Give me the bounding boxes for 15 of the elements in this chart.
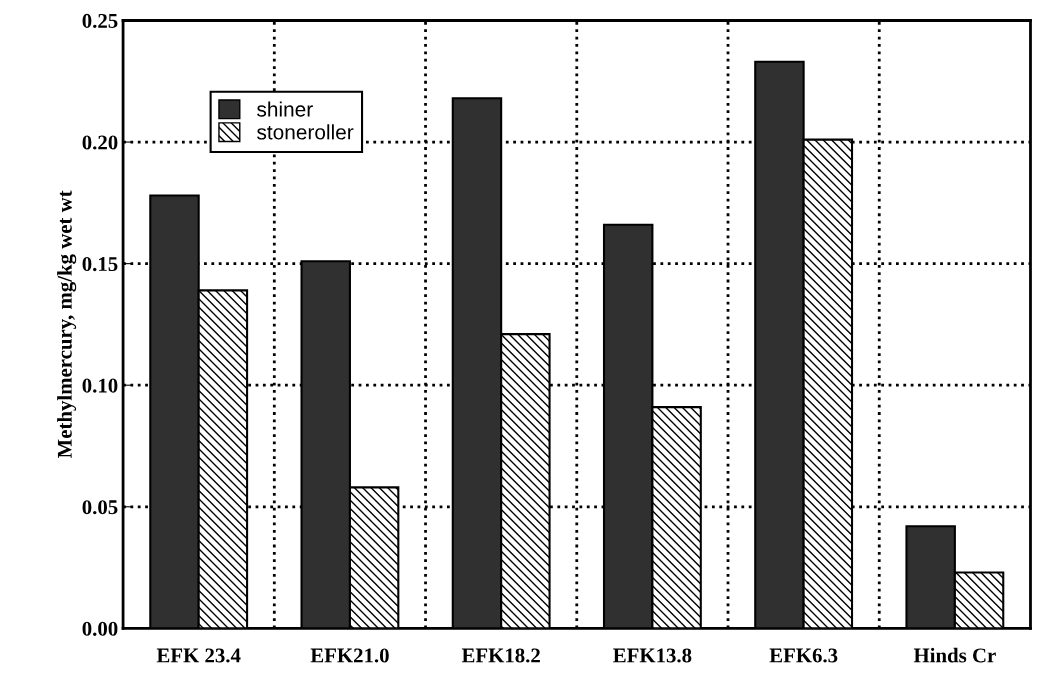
x-tick-label: EFK 23.4 [156,648,241,663]
legend-label: shiner [257,101,313,117]
x-tick-label: Hinds Cr [913,647,996,663]
y-tick-label: 0.15 [82,257,118,272]
y-tick-label: 0.00 [82,621,118,636]
y-tick-label: 0.25 [82,13,118,29]
legend-label: stoneroller [257,124,354,140]
y-tick-label: 0.05 [82,500,118,515]
y-axis-title: Methylmercury, mg/kg wet wt [57,190,77,459]
x-tick-label: EFK21.0 [310,648,389,663]
y-tick-label: 0.20 [82,135,118,150]
x-tick-label: EFK13.8 [613,648,692,663]
x-tick-label: EFK6.3 [769,648,838,663]
x-tick-label: EFK18.2 [461,648,540,663]
y-tick-label: 0.10 [82,378,118,393]
